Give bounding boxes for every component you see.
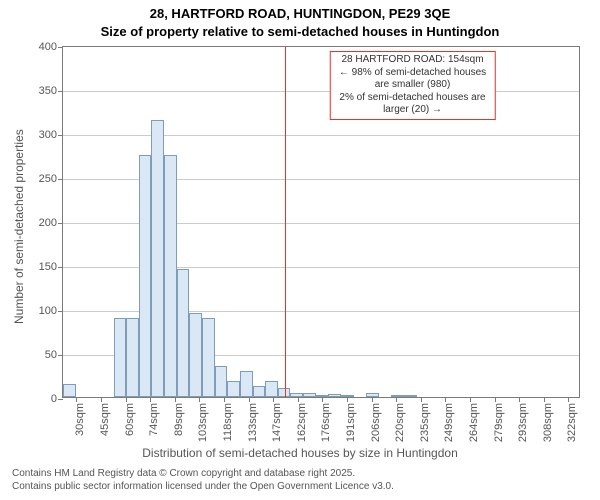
histogram-bar	[265, 381, 278, 397]
x-tick-label: 60sqm	[124, 403, 136, 436]
histogram-bar	[126, 318, 139, 397]
x-tick-label: 74sqm	[148, 403, 160, 436]
y-tick-label: 100	[39, 305, 63, 317]
histogram-bar	[391, 395, 404, 397]
x-tick-label: 279sqm	[493, 403, 505, 442]
x-tick-label: 30sqm	[74, 403, 86, 436]
x-tick-label: 235sqm	[419, 403, 431, 442]
histogram-bar	[253, 386, 266, 397]
histogram-bar	[404, 395, 417, 397]
grid-line	[63, 135, 579, 136]
histogram-bar	[177, 269, 190, 397]
y-tick-label: 350	[39, 85, 63, 97]
chart-title-line2: Size of property relative to semi-detach…	[0, 24, 600, 39]
x-tick-label: 176sqm	[320, 403, 332, 442]
y-tick-label: 300	[39, 129, 63, 141]
annotation-line1: 28 HARTFORD ROAD: 154sqm	[334, 54, 490, 67]
histogram-bar	[164, 155, 177, 397]
footer-attribution: Contains HM Land Registry data © Crown c…	[12, 468, 394, 493]
x-tick-label: 322sqm	[566, 403, 578, 442]
x-tick-label: 249sqm	[443, 403, 455, 442]
histogram-bar	[303, 393, 316, 397]
footer-line2: Contains public sector information licen…	[12, 481, 394, 494]
y-tick-label: 250	[39, 173, 63, 185]
reference-line	[285, 47, 286, 397]
x-tick-label: 89sqm	[173, 403, 185, 436]
annotation-box: 28 HARTFORD ROAD: 154sqm← 98% of semi-de…	[329, 51, 495, 120]
histogram-bar	[290, 393, 303, 397]
histogram-bar	[189, 313, 202, 397]
grid-line	[63, 91, 579, 92]
y-axis-label: Number of semi-detached properties	[12, 129, 26, 324]
x-tick-label: 206sqm	[370, 403, 382, 442]
x-tick-label: 220sqm	[394, 403, 406, 442]
y-tick-label: 50	[45, 349, 63, 361]
y-tick-label: 400	[39, 41, 63, 53]
histogram-bar	[63, 384, 76, 397]
x-tick-label: 308sqm	[542, 403, 554, 442]
annotation-line3: 2% of semi-detached houses are larger (2…	[334, 92, 490, 117]
x-tick-label: 133sqm	[247, 403, 259, 442]
x-tick-label: 147sqm	[271, 403, 283, 442]
plot-area: 05010015020025030035040030sqm45sqm60sqm7…	[62, 46, 580, 398]
x-tick-label: 293sqm	[517, 403, 529, 442]
footer-line1: Contains HM Land Registry data © Crown c…	[12, 468, 394, 481]
histogram-bar	[151, 120, 164, 397]
x-tick-label: 264sqm	[468, 403, 480, 442]
annotation-line2: ← 98% of semi-detached houses are smalle…	[334, 67, 490, 92]
histogram-bar	[202, 318, 215, 397]
chart-title-line1: 28, HARTFORD ROAD, HUNTINGDON, PE29 3QE	[0, 6, 600, 21]
x-tick-label: 118sqm	[222, 403, 234, 441]
x-tick-label: 162sqm	[296, 403, 308, 442]
histogram-bar	[227, 381, 240, 397]
chart-container: { "chart": { "type": "histogram", "title…	[0, 0, 600, 500]
x-axis-label: Distribution of semi-detached houses by …	[0, 446, 600, 460]
histogram-bar	[114, 318, 127, 397]
y-tick-label: 200	[39, 217, 63, 229]
histogram-bar	[215, 366, 228, 397]
histogram-bar	[240, 371, 253, 397]
x-tick-label: 103sqm	[197, 403, 209, 442]
histogram-bar	[139, 155, 152, 397]
y-tick-label: 150	[39, 261, 63, 273]
x-tick-label: 191sqm	[345, 403, 357, 442]
y-tick-label: 0	[51, 393, 63, 405]
histogram-bar	[328, 394, 341, 397]
x-tick-label: 45sqm	[99, 403, 111, 436]
